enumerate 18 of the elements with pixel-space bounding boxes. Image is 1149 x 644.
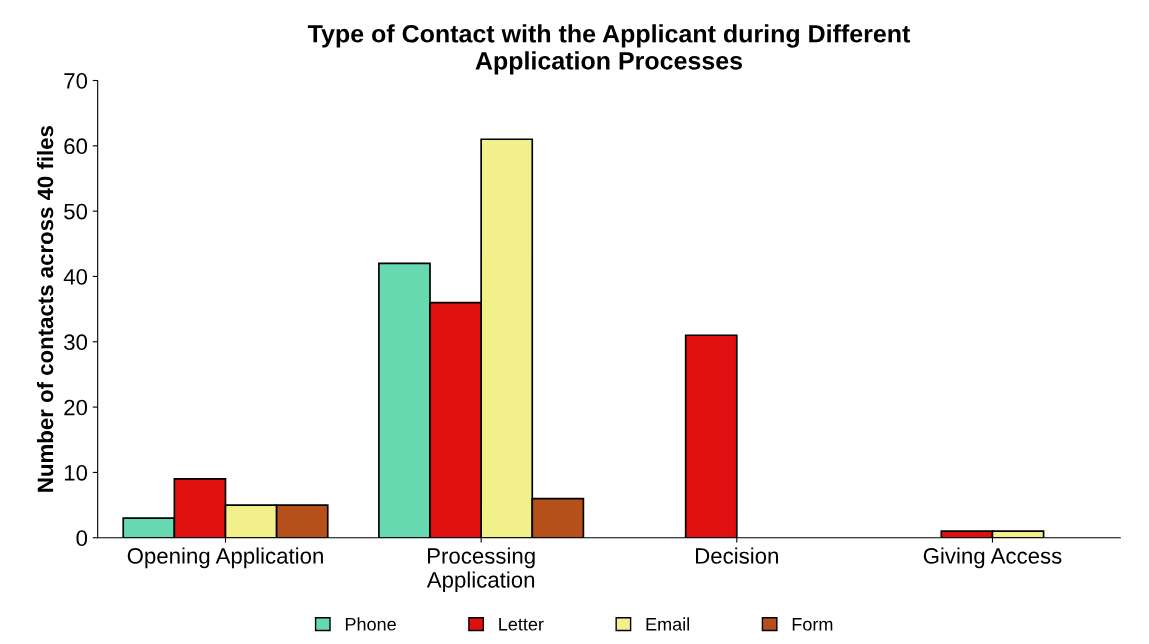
y-tick-label: 50 [64, 203, 88, 220]
legend-label: Email [646, 617, 689, 631]
chart-title: Type of Contact with the Applicant during Different Application Processes [307, 24, 911, 75]
legend-label: Form [792, 618, 833, 631]
y-tick-label: 60 [64, 138, 88, 155]
x-tick-label: Processing Application [426, 547, 535, 593]
legend-label: Phone [345, 617, 396, 631]
legend-label: Letter [499, 618, 544, 631]
x-tick-label: Decision [696, 547, 778, 564]
y-tick-label: 30 [64, 334, 88, 351]
y-tick-label: 0 [76, 530, 88, 547]
y-tick-label: 40 [63, 268, 88, 285]
x-tick-label: Giving Access [923, 547, 1062, 569]
y-tick-label: 70 [64, 73, 88, 89]
y-tick-label: 20 [64, 399, 88, 416]
x-tick-label: Opening Application [127, 547, 323, 569]
y-axis-title: Number of contacts across 40 files [36, 126, 54, 492]
y-tick-label: 10 [64, 464, 88, 481]
